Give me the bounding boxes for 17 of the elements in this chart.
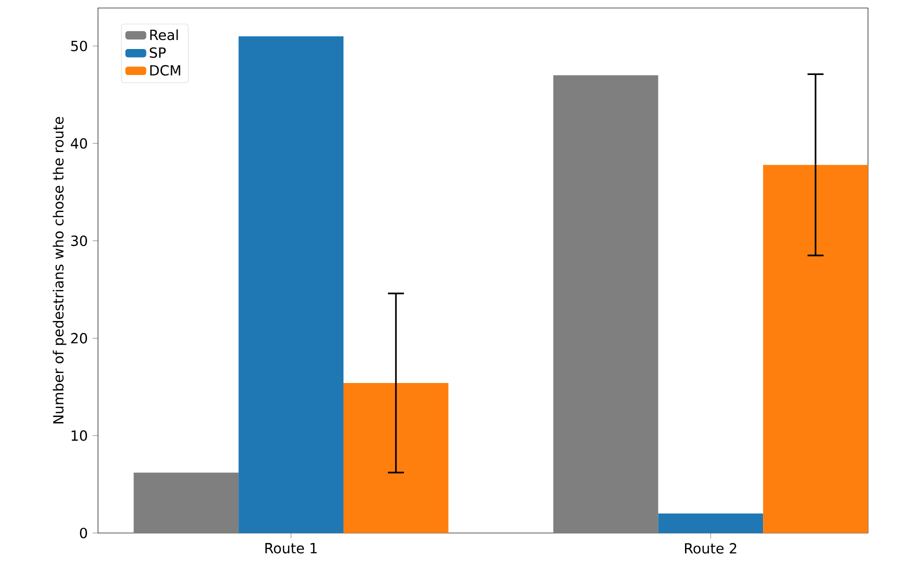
- bar: [134, 472, 239, 533]
- bar: [658, 514, 764, 533]
- y-tick-label: 0: [80, 528, 88, 538]
- x-tick-label: Route 1: [265, 543, 317, 554]
- y-tick-label: 50: [71, 40, 88, 52]
- y-tick-label: 20: [71, 332, 88, 344]
- y-tick-label: 10: [72, 430, 88, 441]
- legend-label: Real: [150, 29, 178, 40]
- bar: [763, 164, 868, 533]
- y-tick-label: 30: [71, 235, 88, 246]
- y-tick-label: 40: [70, 138, 88, 149]
- bar: [238, 36, 344, 533]
- bar: [553, 75, 658, 533]
- y-axis-title: Number of pedestrians who chose the route: [52, 116, 66, 424]
- legend-label: SP: [150, 47, 166, 58]
- legend-label: DCM: [150, 65, 180, 76]
- x-tick-label: Route 2: [685, 543, 736, 554]
